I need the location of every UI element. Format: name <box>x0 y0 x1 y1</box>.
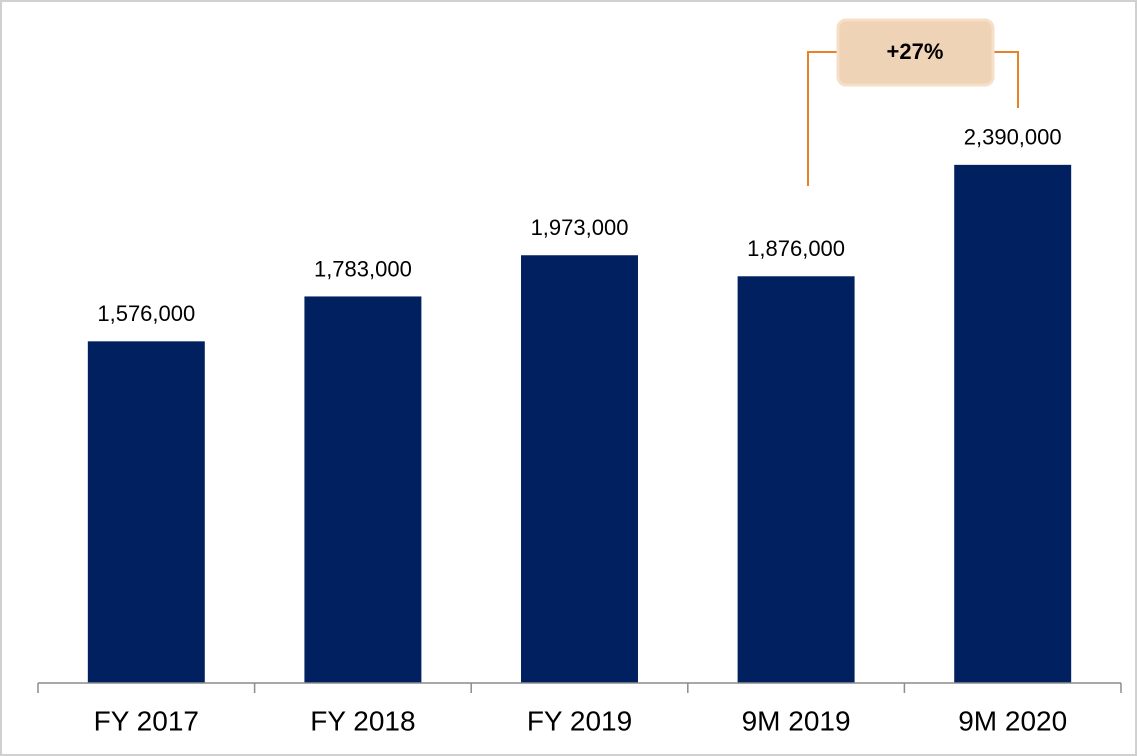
bar <box>304 296 422 683</box>
bar <box>954 164 1072 683</box>
bar <box>737 276 855 683</box>
bar <box>521 255 638 683</box>
growth-bracket: +27% <box>807 18 1019 186</box>
value-label: 1,876,000 <box>747 236 845 261</box>
x-tick-label: 9M 2019 <box>742 705 851 736</box>
x-tick-label: 9M 2020 <box>958 705 1067 736</box>
bar <box>87 341 205 683</box>
x-tick-label: FY 2018 <box>310 705 415 736</box>
value-label: 1,576,000 <box>97 301 195 326</box>
bracket-right <box>993 51 1019 108</box>
annotation-box <box>836 18 995 87</box>
value-label: 1,783,000 <box>314 256 412 281</box>
x-tick-label: FY 2019 <box>527 705 632 736</box>
value-label: 1,973,000 <box>531 215 629 240</box>
annotation: +27% <box>887 39 944 64</box>
bracket-left <box>807 51 838 186</box>
x-tick-label: FY 2017 <box>94 705 199 736</box>
value-label: 2,390,000 <box>964 125 1062 150</box>
